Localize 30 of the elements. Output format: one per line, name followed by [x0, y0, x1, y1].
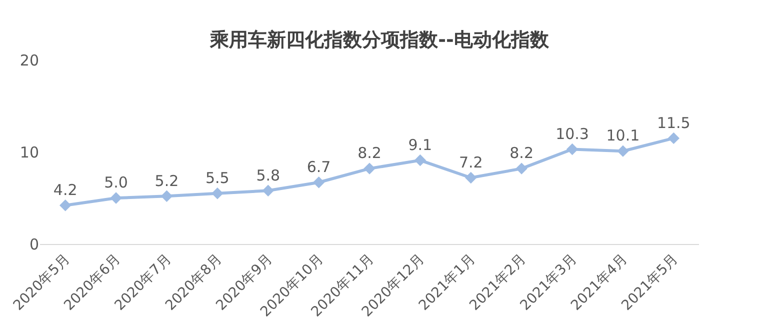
text: 8.2	[510, 144, 534, 162]
point	[312, 176, 325, 188]
point	[566, 143, 578, 156]
point	[516, 162, 528, 174]
text: 6.7	[306, 158, 331, 176]
text: 5.5	[205, 169, 230, 188]
y-tick-label: 20	[20, 51, 39, 70]
text: 5.8	[256, 166, 280, 184]
point	[212, 188, 224, 200]
point	[60, 200, 72, 212]
text: 8.2	[358, 144, 382, 162]
y-tick-label: 10	[20, 143, 39, 162]
text: 10.1	[606, 126, 640, 145]
point	[160, 190, 173, 202]
point	[668, 132, 680, 144]
y-tick-label: 0	[29, 235, 39, 254]
text: 9.1	[408, 136, 432, 154]
text: 11.5	[656, 114, 690, 132]
text: 5.2	[154, 172, 179, 190]
text: 7.2	[458, 153, 483, 172]
point	[110, 192, 122, 204]
text: 5.0	[104, 174, 128, 192]
point	[414, 154, 426, 166]
chart-title: 乘用车新四化指数分项指数--电动化指数	[209, 28, 550, 51]
point	[465, 172, 477, 184]
point	[262, 184, 274, 196]
text: 4.2	[53, 180, 78, 199]
text: 10.3	[556, 124, 589, 143]
point	[617, 145, 629, 157]
point	[364, 162, 376, 174]
